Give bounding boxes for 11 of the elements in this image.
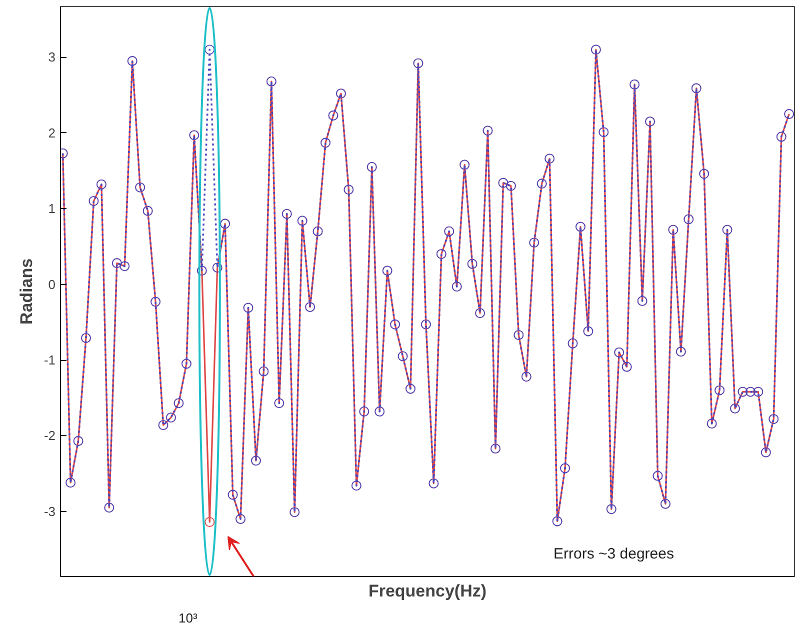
y-tick-label: 1	[48, 201, 56, 216]
x-axis-title: Frequency(Hz)	[368, 582, 487, 600]
y-tick-label: 3	[48, 50, 56, 65]
y-axis-title: Radians	[16, 258, 36, 325]
annotation: Errors ~3 degrees	[554, 546, 674, 562]
y-tick-label: -1	[44, 352, 56, 368]
y-tick-label: 2	[48, 125, 56, 140]
y-tick-label: -3	[44, 504, 56, 519]
y-tick-label: 0	[48, 276, 56, 292]
y-tick-label: -2	[44, 428, 56, 444]
text: 10³	[178, 610, 198, 626]
